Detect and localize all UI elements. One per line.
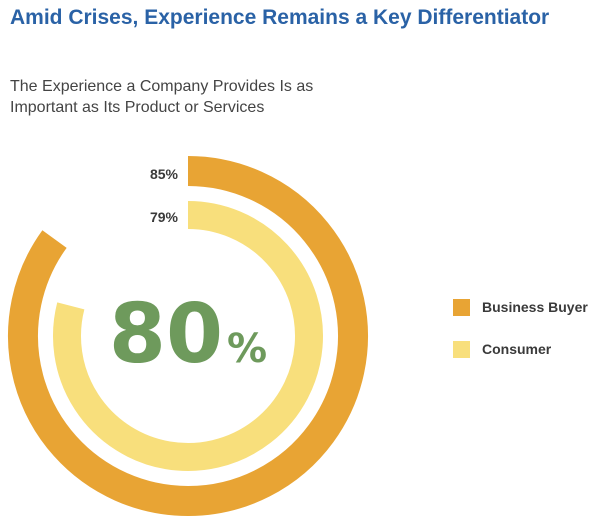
legend-label-consumer: Consumer — [482, 341, 552, 357]
data-label-business-buyer: 85% — [150, 166, 179, 182]
ring-consumer — [53, 201, 323, 471]
center-value: 80% — [109, 287, 267, 382]
center-percent-sign: % — [227, 326, 267, 372]
ring-business-buyer — [8, 156, 368, 516]
legend-label-business-buyer: Business Buyer — [482, 299, 588, 315]
chart-subtitle: The Experience a Company Provides Is as … — [10, 78, 314, 116]
legend-item-consumer: Consumer — [453, 338, 588, 360]
chart-title: Amid Crises, Experience Remains a Key Di… — [10, 6, 550, 29]
center-number: 80 — [109, 287, 223, 382]
legend-item-business-buyer: Business Buyer — [453, 296, 588, 318]
legend-swatch-business-buyer — [453, 298, 470, 316]
legend: Business Buyer Consumer — [453, 296, 588, 380]
data-label-consumer: 79% — [150, 209, 179, 225]
legend-swatch-consumer — [453, 340, 470, 358]
